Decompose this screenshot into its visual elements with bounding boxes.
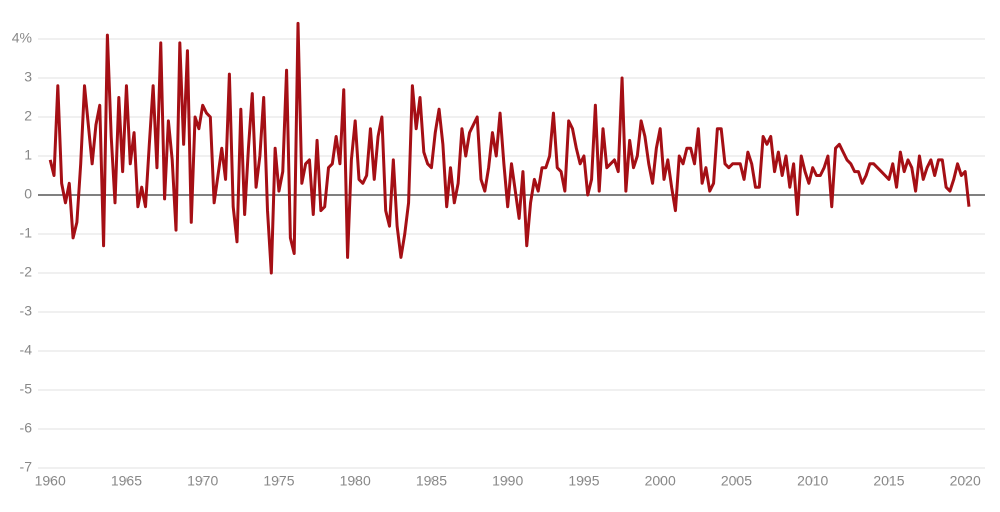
y-tick-label: -2 (20, 264, 33, 280)
y-tick-label: 0 (24, 186, 32, 202)
y-tick-label: -6 (20, 420, 33, 436)
x-tick-label: 1995 (568, 472, 599, 488)
x-tick-label: 2020 (950, 472, 981, 488)
x-tick-label: 1960 (35, 472, 66, 488)
y-tick-label: -3 (20, 303, 33, 319)
y-tick-label: 4% (12, 30, 32, 46)
x-tick-label: 1965 (111, 472, 142, 488)
y-tick-label: -7 (20, 459, 33, 475)
x-tick-label: 1970 (187, 472, 218, 488)
x-tick-label: 1975 (263, 472, 294, 488)
x-tick-label: 2015 (873, 472, 904, 488)
x-tick-label: 1985 (416, 472, 447, 488)
x-tick-label: 2010 (797, 472, 828, 488)
y-tick-label: -5 (20, 381, 33, 397)
y-tick-label: -4 (20, 342, 33, 358)
y-tick-label: 3 (24, 69, 32, 85)
x-tick-label: 1990 (492, 472, 523, 488)
y-tick-label: 2 (24, 108, 32, 124)
x-tick-label: 2000 (645, 472, 676, 488)
x-tick-label: 1980 (340, 472, 371, 488)
line-series (48, 21, 971, 275)
y-tick-label: 1 (24, 147, 32, 163)
x-tick-label: 2005 (721, 472, 752, 488)
y-tick-label: -1 (20, 225, 33, 241)
